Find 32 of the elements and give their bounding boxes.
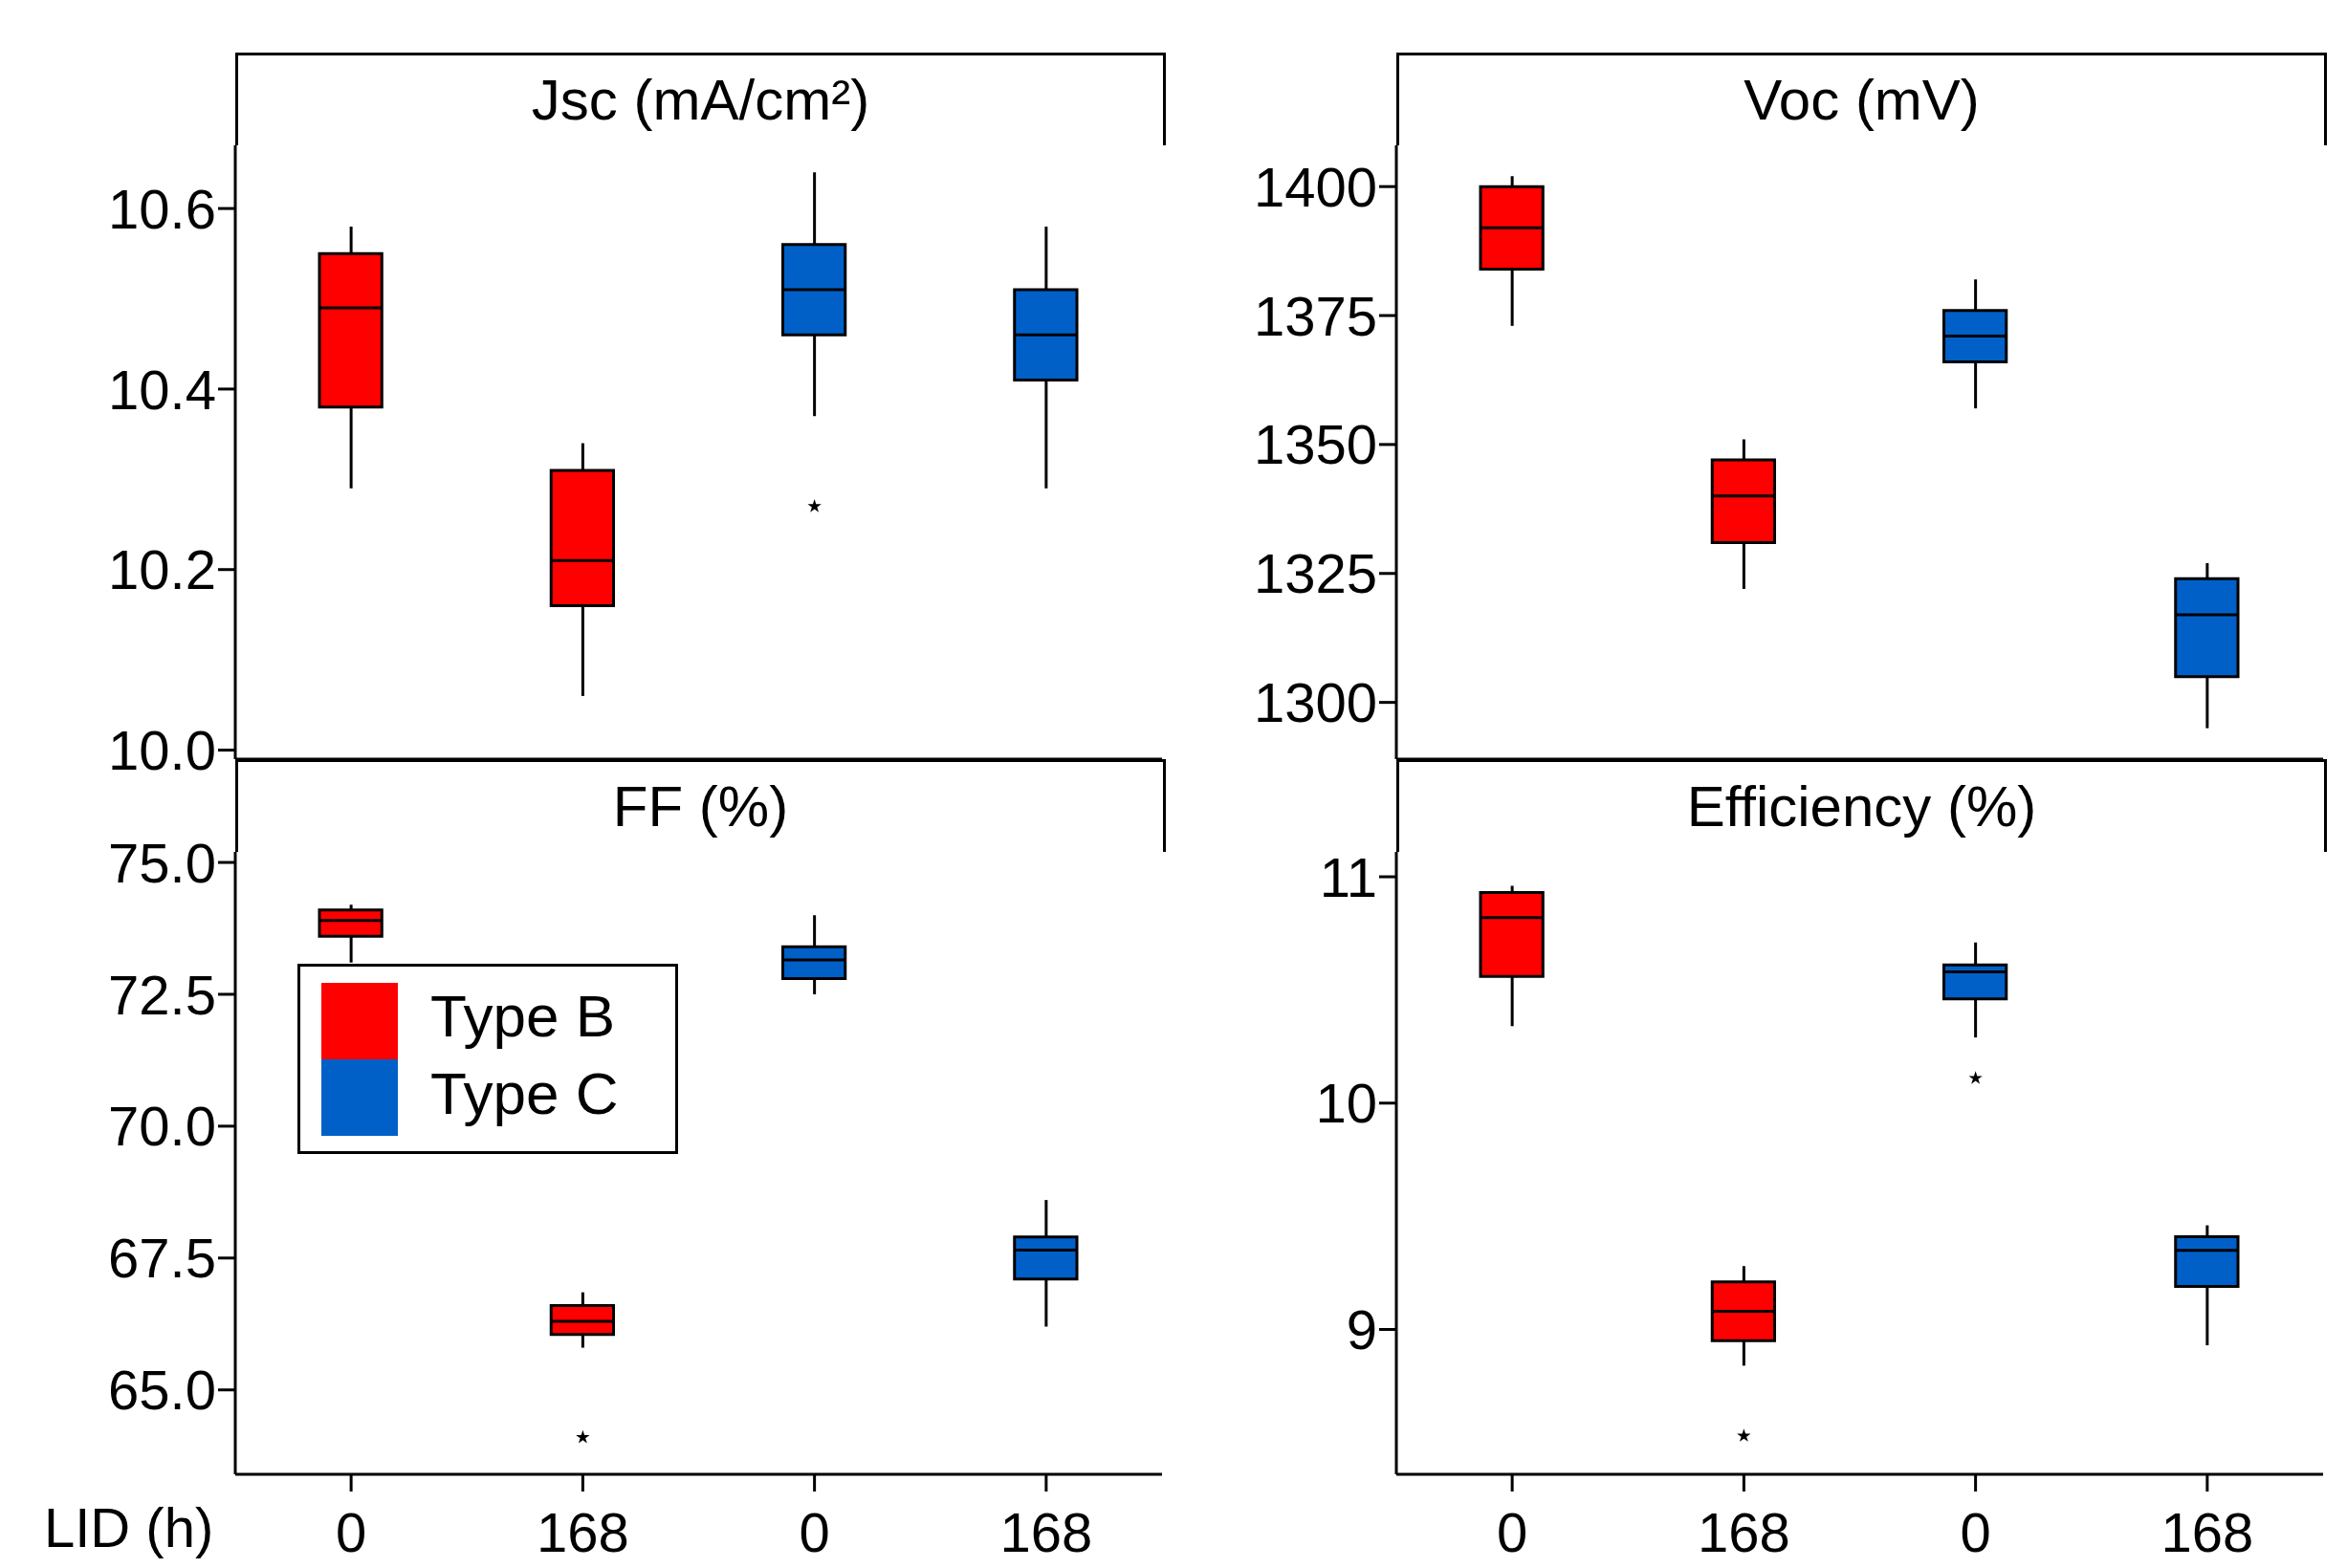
x-axis-title: LID (h) [44, 1495, 214, 1559]
chart-title: FF (%) [612, 774, 789, 838]
x-tick-label: 0 [335, 1501, 367, 1564]
y-tick-label: 1350 [1253, 413, 1377, 476]
y-tick-label: 10 [1315, 1072, 1377, 1135]
x-tick-label: 168 [999, 1501, 1093, 1564]
chart-title: Efficiency (%) [1686, 774, 2037, 838]
x-tick-label: 168 [536, 1501, 629, 1564]
y-tick-label: 72.5 [108, 963, 216, 1026]
y-tick-label: 1325 [1253, 542, 1377, 605]
y-tick-label: 9 [1346, 1298, 1377, 1361]
y-tick-label: 70.0 [108, 1095, 216, 1158]
chart-title: Voc (mV) [1744, 68, 1980, 132]
x-tick-label: 168 [1697, 1501, 1790, 1564]
chart-title: Jsc (mA/cm²) [531, 68, 870, 132]
y-tick-label: 65.0 [108, 1359, 216, 1422]
legend-label: Type B [430, 983, 615, 1050]
x-tick-label: 0 [799, 1501, 830, 1564]
y-tick-label: 10.2 [108, 538, 216, 601]
y-tick-label: 1300 [1253, 671, 1377, 734]
y-tick-label: 11 [1319, 845, 1377, 908]
y-tick-label: 10.4 [108, 358, 216, 421]
y-tick-label: 75.0 [108, 831, 216, 894]
y-tick-label: 10.6 [108, 177, 216, 240]
y-tick-label: 10.0 [108, 719, 216, 782]
y-tick-label: 1400 [1253, 155, 1377, 218]
legend-label: Type C [430, 1059, 619, 1126]
y-tick-label: 1375 [1253, 284, 1377, 347]
x-tick-label: 0 [1960, 1501, 1991, 1564]
y-tick-label: 67.5 [108, 1227, 216, 1290]
x-tick-label: 0 [1496, 1501, 1528, 1564]
x-tick-label: 168 [2161, 1501, 2254, 1564]
